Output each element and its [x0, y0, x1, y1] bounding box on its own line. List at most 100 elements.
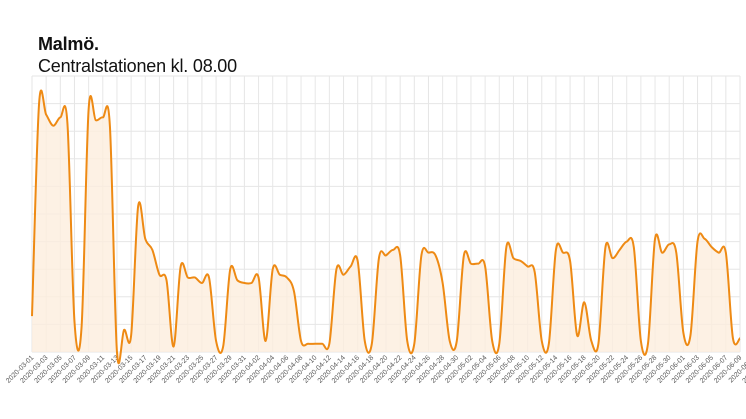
- data-point: [477, 262, 480, 265]
- data-point: [292, 290, 295, 293]
- data-point: [335, 268, 338, 271]
- data-point: [370, 342, 373, 345]
- data-point: [668, 243, 671, 246]
- data-point: [618, 248, 621, 251]
- data-point: [661, 251, 664, 254]
- data-point: [377, 257, 380, 260]
- data-point: [703, 237, 706, 240]
- data-point: [399, 254, 402, 257]
- data-point: [115, 351, 118, 354]
- data-point: [505, 246, 508, 249]
- data-point: [66, 121, 69, 124]
- data-point: [526, 265, 529, 268]
- data-point: [491, 339, 494, 342]
- data-point: [583, 301, 586, 304]
- data-point: [38, 102, 41, 105]
- data-point: [94, 119, 97, 122]
- data-point: [229, 268, 232, 271]
- data-point: [406, 339, 409, 342]
- data-point: [300, 339, 303, 342]
- data-point: [717, 251, 720, 254]
- chart-subtitle: Centralstationen kl. 08.00: [38, 56, 237, 76]
- data-point: [413, 342, 416, 345]
- data-point: [498, 342, 501, 345]
- data-point: [52, 124, 55, 127]
- data-point: [576, 334, 579, 337]
- data-point: [31, 315, 34, 318]
- data-point: [264, 339, 267, 342]
- data-point: [271, 268, 274, 271]
- data-point: [533, 270, 536, 273]
- data-point: [710, 246, 713, 249]
- data-point: [208, 276, 211, 279]
- data-point: [87, 108, 90, 111]
- data-point: [123, 328, 126, 331]
- data-point: [675, 251, 678, 254]
- data-point: [448, 339, 451, 342]
- data-point: [569, 259, 572, 262]
- data-point: [455, 339, 458, 342]
- data-point: [625, 240, 628, 243]
- series-line: [31, 89, 741, 365]
- data-point: [222, 345, 225, 348]
- data-point: [462, 254, 465, 257]
- data-point: [434, 254, 437, 257]
- data-point: [632, 246, 635, 249]
- data-point: [469, 262, 472, 265]
- data-point: [724, 251, 727, 254]
- data-point: [484, 265, 487, 268]
- data-point: [385, 254, 388, 257]
- data-point: [427, 251, 430, 254]
- data-point: [363, 339, 366, 342]
- data-point: [731, 337, 734, 340]
- data-point: [80, 326, 83, 329]
- data-point: [257, 276, 260, 279]
- data-point: [554, 248, 557, 251]
- data-point: [562, 251, 565, 254]
- data-point: [682, 331, 685, 334]
- data-point: [604, 246, 607, 249]
- data-point: [597, 342, 600, 345]
- data-point: [519, 259, 522, 262]
- data-point: [179, 265, 182, 268]
- data-point: [144, 237, 147, 240]
- data-point: [314, 342, 317, 345]
- data-point: [243, 282, 246, 285]
- data-point: [73, 320, 76, 323]
- data-point: [236, 279, 239, 282]
- data-point: [193, 276, 196, 279]
- data-point: [590, 339, 593, 342]
- data-point: [108, 124, 111, 127]
- data-point: [392, 248, 395, 251]
- data-point: [540, 339, 543, 342]
- data-point: [307, 342, 310, 345]
- data-point: [250, 282, 253, 285]
- data-point: [512, 257, 515, 260]
- data-point: [611, 257, 614, 260]
- data-point: [654, 237, 657, 240]
- data-point: [547, 342, 550, 345]
- data-point: [215, 339, 218, 342]
- data-point: [342, 273, 345, 276]
- data-point: [158, 273, 161, 276]
- data-point: [639, 339, 642, 342]
- data-point: [130, 334, 133, 337]
- data-point: [420, 254, 423, 257]
- data-point: [137, 204, 140, 207]
- data-point: [45, 113, 48, 116]
- data-point: [278, 273, 281, 276]
- series-area: [32, 90, 740, 364]
- chart-title: Malmö.: [38, 34, 99, 54]
- data-point: [328, 342, 331, 345]
- data-point: [689, 334, 692, 337]
- data-point: [646, 342, 649, 345]
- data-point: [172, 345, 175, 348]
- data-point: [165, 279, 168, 282]
- data-point: [321, 342, 324, 345]
- data-point: [696, 240, 699, 243]
- data-point: [285, 276, 288, 279]
- data-point: [101, 116, 104, 119]
- data-point: [200, 282, 203, 285]
- data-point: [739, 337, 742, 340]
